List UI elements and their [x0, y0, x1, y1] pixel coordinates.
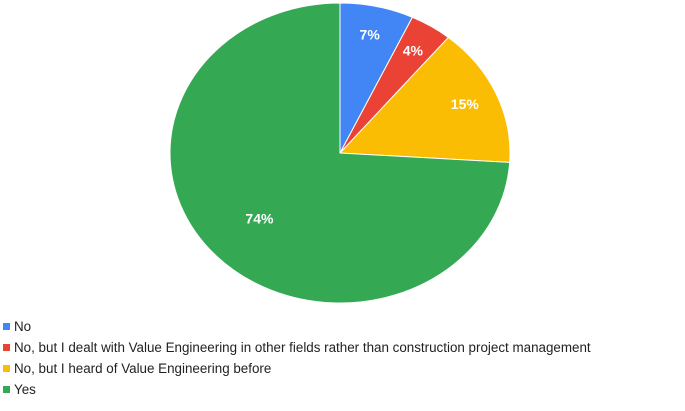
legend-swatch [3, 323, 10, 330]
slice-value-label: 74% [245, 210, 274, 226]
legend-item: No, but I heard of Value Engineering bef… [3, 358, 685, 379]
legend-swatch [3, 344, 10, 351]
legend: No No, but I dealt with Value Engineering… [3, 316, 685, 400]
legend-label: No [14, 319, 32, 334]
legend-swatch [3, 386, 10, 393]
pie-slice [169, 2, 511, 304]
slice-value-label: 4% [403, 42, 424, 58]
legend-label: No, but I dealt with Value Engineering i… [14, 340, 591, 355]
legend-item: No [3, 316, 685, 337]
slice-value-label: 15% [451, 96, 480, 112]
legend-item: Yes [3, 379, 685, 400]
legend-item: No, but I dealt with Value Engineering i… [3, 337, 685, 358]
legend-label: No, but I heard of Value Engineering bef… [14, 361, 272, 376]
legend-swatch [3, 365, 10, 372]
pie-slice [338, 36, 511, 163]
slice-value-label: 7% [360, 27, 381, 43]
legend-label: Yes [14, 382, 36, 397]
